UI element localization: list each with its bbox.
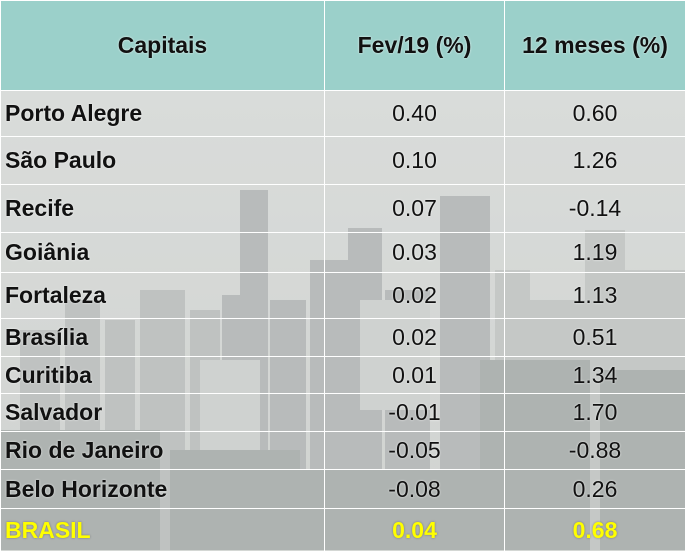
city-cell: Goiânia [1, 233, 325, 273]
city-cell: Fortaleza [1, 273, 325, 319]
total-twelve-cell: 0.68 [505, 509, 685, 552]
feb-cell: 0.10 [325, 137, 505, 185]
twelve-cell: 0.26 [505, 470, 685, 509]
total-row: BRASIL 0.04 0.68 [1, 509, 685, 552]
twelve-cell: 1.34 [505, 357, 685, 394]
city-cell: São Paulo [1, 137, 325, 185]
city-cell: Recife [1, 185, 325, 233]
table-row: Curitiba 0.01 1.34 [1, 357, 685, 394]
city-cell: Curitiba [1, 357, 325, 394]
table-row: Salvador -0.01 1.70 [1, 394, 685, 432]
feb-cell: 0.40 [325, 91, 505, 137]
table-row: Goiânia 0.03 1.19 [1, 233, 685, 273]
table-row: São Paulo 0.10 1.26 [1, 137, 685, 185]
table-row: Fortaleza 0.02 1.13 [1, 273, 685, 319]
feb-cell: -0.01 [325, 394, 505, 432]
table-row: Brasília 0.02 0.51 [1, 319, 685, 357]
twelve-cell: -0.14 [505, 185, 685, 233]
header-row: Capitais Fev/19 (%) 12 meses (%) [1, 1, 685, 91]
feb-cell: -0.05 [325, 432, 505, 470]
table-row: Belo Horizonte -0.08 0.26 [1, 470, 685, 509]
twelve-cell: 1.19 [505, 233, 685, 273]
feb-cell: 0.03 [325, 233, 505, 273]
header-capitais: Capitais [1, 1, 325, 91]
city-cell: Salvador [1, 394, 325, 432]
feb-cell: 0.01 [325, 357, 505, 394]
city-cell: Rio de Janeiro [1, 432, 325, 470]
total-feb-cell: 0.04 [325, 509, 505, 552]
table-row: Rio de Janeiro -0.05 -0.88 [1, 432, 685, 470]
table-row: Recife 0.07 -0.14 [1, 185, 685, 233]
feb-cell: 0.07 [325, 185, 505, 233]
twelve-cell: 0.60 [505, 91, 685, 137]
header-twelve-months: 12 meses (%) [505, 1, 685, 91]
header-feb: Fev/19 (%) [325, 1, 505, 91]
feb-cell: 0.02 [325, 319, 505, 357]
table-row: Porto Alegre 0.40 0.60 [1, 91, 685, 137]
twelve-cell: 1.70 [505, 394, 685, 432]
city-cell: Porto Alegre [1, 91, 325, 137]
city-cell: Belo Horizonte [1, 470, 325, 509]
feb-cell: 0.02 [325, 273, 505, 319]
feb-cell: -0.08 [325, 470, 505, 509]
twelve-cell: 0.51 [505, 319, 685, 357]
total-city-cell: BRASIL [1, 509, 325, 552]
twelve-cell: 1.26 [505, 137, 685, 185]
twelve-cell: -0.88 [505, 432, 685, 470]
twelve-cell: 1.13 [505, 273, 685, 319]
city-cell: Brasília [1, 319, 325, 357]
